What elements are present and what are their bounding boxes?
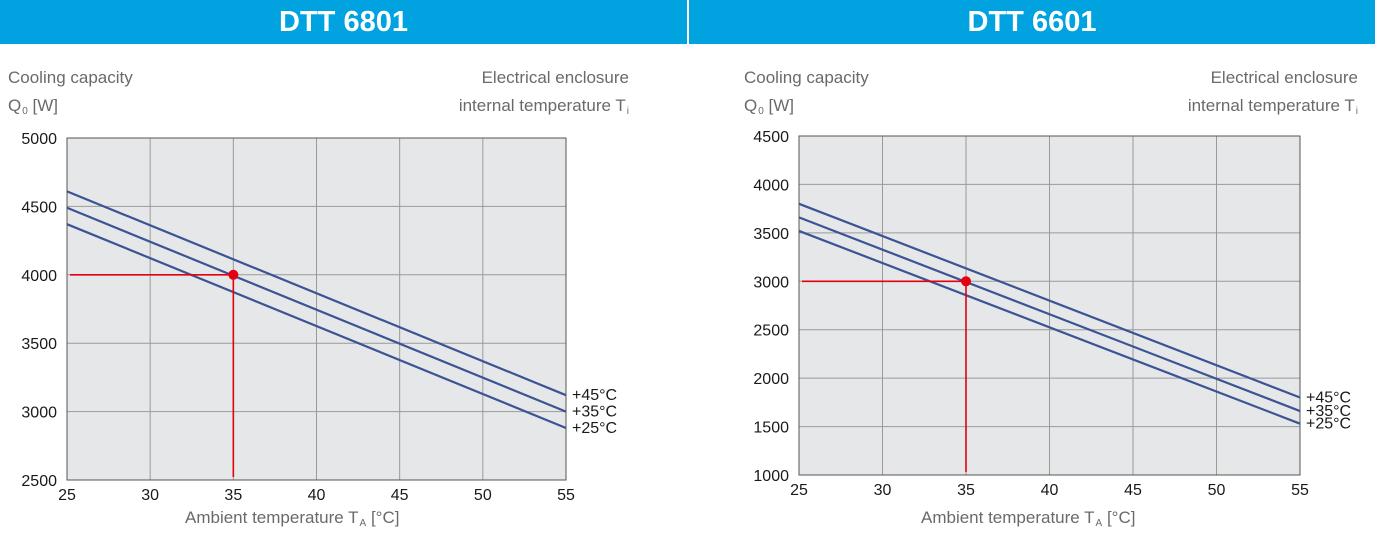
series-legend-title-line1: Electrical enclosure bbox=[481, 68, 629, 87]
x-tick-label: 55 bbox=[1291, 482, 1309, 499]
plot-border bbox=[66, 137, 567, 481]
y-tick-label: 3500 bbox=[753, 226, 789, 243]
y-tick-label: 2000 bbox=[753, 371, 789, 388]
series-label: +45°C bbox=[572, 387, 617, 404]
chart-panel-dtt-6601: DTT 6601 Cooling capacity Q0 [W] Electri… bbox=[689, 0, 1375, 536]
line-chart: 25 30 35 40 45 50 55 2500 3000 3500 4000 4500 5000 +4… bbox=[21, 131, 617, 504]
x-tick-label: 30 bbox=[874, 482, 892, 499]
series-line bbox=[66, 190, 567, 397]
line-chart: 25 30 35 40 45 50 55 1000 1500 2000 2500 3000 3500 40… bbox=[753, 129, 1351, 499]
y-axis-label: Cooling capacity Q0 [W] bbox=[744, 64, 869, 126]
operating-point-marker bbox=[228, 269, 239, 280]
y-tick-label: 4000 bbox=[21, 268, 57, 285]
series-line bbox=[798, 229, 1301, 425]
series-line bbox=[798, 202, 1301, 399]
y-tick-label: 5000 bbox=[21, 131, 57, 148]
series-label: +25°C bbox=[1306, 416, 1351, 433]
x-tick-label: 35 bbox=[224, 487, 242, 504]
y-axis-label: Cooling capacity Q0 [W] bbox=[8, 64, 133, 126]
x-tick-label: 35 bbox=[957, 482, 975, 499]
y-tick-label: 3000 bbox=[21, 405, 57, 422]
x-tick-label: 50 bbox=[474, 487, 492, 504]
series-label: +45°C bbox=[1306, 390, 1351, 407]
plot-border bbox=[798, 135, 1301, 476]
x-tick-label: 25 bbox=[790, 482, 808, 499]
y-tick-label: 3000 bbox=[753, 274, 789, 291]
y-tick-label: 3500 bbox=[21, 336, 57, 353]
x-axis-label: Ambient temperature TA [°C] bbox=[185, 508, 400, 529]
x-axis-label: Ambient temperature TA [°C] bbox=[921, 508, 1136, 529]
series-legend-title-line2: internal temperature Ti bbox=[1187, 96, 1358, 117]
x-tick-label: 45 bbox=[391, 487, 409, 504]
x-tick-label: 45 bbox=[1124, 482, 1142, 499]
x-tick-label: 40 bbox=[308, 487, 326, 504]
y-tick-label: 1000 bbox=[753, 468, 789, 485]
series-label: +35°C bbox=[572, 404, 617, 421]
series-legend-title-line2: internal temperature Ti bbox=[458, 96, 629, 117]
x-tick-label: 30 bbox=[141, 487, 159, 504]
y-tick-label: 4000 bbox=[753, 177, 789, 194]
y-tick-label: 4500 bbox=[753, 129, 789, 146]
chart-title: DTT 6601 bbox=[689, 0, 1375, 44]
chart-title: DTT 6801 bbox=[0, 0, 687, 44]
y-axis-label-line2: Q0 [W] bbox=[8, 96, 59, 117]
y-axis-label-line1: Cooling capacity bbox=[8, 68, 133, 87]
series-line bbox=[798, 216, 1301, 413]
y-tick-label: 4500 bbox=[21, 199, 57, 216]
series-label: +35°C bbox=[1306, 403, 1351, 420]
y-tick-label: 2500 bbox=[753, 323, 789, 340]
y-axis-label-line2: Q0 [W] bbox=[744, 96, 795, 117]
y-tick-label: 1500 bbox=[753, 420, 789, 437]
series-legend-title: Electrical enclosure internal temperatur… bbox=[459, 64, 629, 126]
y-axis-label-line1: Cooling capacity bbox=[744, 68, 869, 87]
series-line bbox=[66, 206, 567, 413]
series-legend-title: Electrical enclosure internal temperatur… bbox=[1188, 64, 1358, 126]
x-tick-label: 55 bbox=[557, 487, 575, 504]
x-tick-label: 25 bbox=[58, 487, 76, 504]
series-label: +25°C bbox=[572, 420, 617, 437]
series-line bbox=[66, 223, 567, 430]
series-legend-title-line1: Electrical enclosure bbox=[1210, 68, 1358, 87]
operating-point-marker bbox=[961, 276, 971, 287]
chart-panel-dtt-6801: DTT 6801 Cooling capacity Q0 [W] Electri… bbox=[0, 0, 687, 536]
x-tick-label: 40 bbox=[1041, 482, 1059, 499]
y-tick-label: 2500 bbox=[21, 473, 57, 490]
x-tick-label: 50 bbox=[1208, 482, 1226, 499]
